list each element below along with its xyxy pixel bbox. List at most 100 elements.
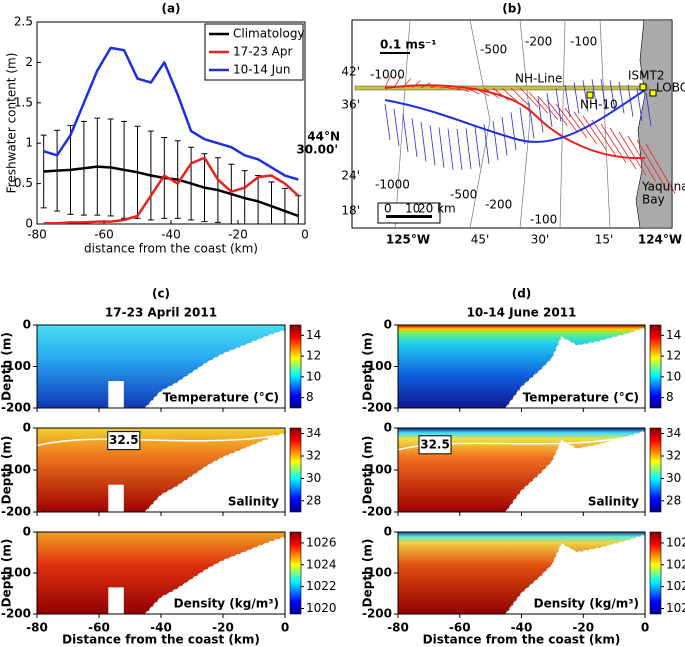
x-tick-label: -40 xyxy=(150,621,172,635)
velocity-arrow xyxy=(483,124,490,165)
colorbar-tick-label: 14 xyxy=(666,328,681,342)
x-axis-label: Distance from the coast (km) xyxy=(423,633,621,647)
place-label: Bay xyxy=(642,193,665,207)
velocity-arrow xyxy=(438,127,445,169)
velocity-arrow xyxy=(393,108,400,147)
y-tick-label: -100 xyxy=(1,566,31,580)
y-tick-label: 1 xyxy=(25,136,33,150)
velocity-arrow xyxy=(384,73,392,89)
colorbar xyxy=(289,324,302,409)
velocity-arrow xyxy=(501,87,519,103)
x-tick-label: 0 xyxy=(281,621,289,635)
mean-flow-blue xyxy=(384,89,646,143)
colorbar-tick-label: 1026 xyxy=(666,535,685,549)
velocity-arrow xyxy=(402,113,409,152)
x-tick-label: -60 xyxy=(94,228,114,242)
colorbar-tick-label: 1020 xyxy=(306,601,337,615)
velocity-arrow xyxy=(420,121,427,162)
colorbar-tick-label: 10 xyxy=(666,369,681,383)
colorbar-tick-label: 30 xyxy=(666,471,681,485)
colorbar-tick-label: 1022 xyxy=(666,579,685,593)
place-label: LOBO xyxy=(656,81,685,95)
field-label: Density (kg/m³) xyxy=(534,597,639,611)
x-tick-label: -60 xyxy=(88,621,110,635)
series-line xyxy=(43,46,299,181)
place-label: ISMT2 xyxy=(628,69,664,83)
mean-flow-red xyxy=(384,84,646,160)
y-tick-label: 1.5 xyxy=(14,95,33,109)
lat-label: 44°N xyxy=(307,130,340,144)
place-label: Yaquina xyxy=(641,180,685,194)
place-label: NH-10 xyxy=(580,98,618,112)
colorbar xyxy=(649,531,662,615)
panel-label: (d) xyxy=(512,287,532,301)
y-tick-label: -100 xyxy=(1,463,31,477)
x-tick-label: -40 xyxy=(511,621,533,635)
contour-label: -200 xyxy=(485,198,512,212)
velocity-arrow xyxy=(447,128,454,170)
contour-label: -200 xyxy=(525,35,552,49)
x-tick-label: -20 xyxy=(228,228,248,242)
colorbar-tick-label: 1020 xyxy=(666,601,685,615)
velocity-arrow xyxy=(528,102,535,139)
y-axis-label: Depth (m) xyxy=(361,332,375,401)
colorbar-tick-label: 1022 xyxy=(306,579,337,593)
seafloor-mask xyxy=(145,331,285,408)
bathymetry-contour xyxy=(469,19,491,229)
seafloor-mask xyxy=(145,538,285,614)
velocity-arrow xyxy=(510,112,517,151)
x-tick-label: -20 xyxy=(572,621,594,635)
y-tick-label: -100 xyxy=(1,359,31,373)
colorbar-tick-label: 1026 xyxy=(306,535,337,549)
lat-label: 36' xyxy=(341,98,360,112)
station xyxy=(649,89,657,97)
colorbar xyxy=(289,531,302,615)
x-axis-label: Distance from the coast (km) xyxy=(62,633,260,647)
lon-label: 15' xyxy=(595,233,614,247)
velocity-arrow xyxy=(582,80,589,112)
y-tick-label: -100 xyxy=(362,463,392,477)
y-axis-label: Depth (m) xyxy=(0,436,14,505)
velocity-arrow xyxy=(591,119,617,157)
colorbar-tick-label: 34 xyxy=(306,426,321,440)
velocity-arrow xyxy=(564,107,588,139)
x-tick-label: 0 xyxy=(301,228,309,242)
colorbar-tick-label: 28 xyxy=(306,493,321,507)
velocity-arrow xyxy=(591,79,598,111)
y-tick-label: -200 xyxy=(1,401,31,415)
velocity-arrow xyxy=(582,115,607,151)
colorbar xyxy=(649,427,662,513)
contour-label: -100 xyxy=(530,213,557,227)
contour-label-box xyxy=(107,431,141,451)
y-tick-label: 0 xyxy=(25,217,33,231)
field-label: Salinity xyxy=(228,495,279,509)
scale-label: 0.1 ms⁻¹ xyxy=(380,38,437,52)
y-tick-label: -200 xyxy=(362,401,392,415)
contour-label: -500 xyxy=(450,188,477,202)
y-axis-label: Depth (m) xyxy=(0,332,14,401)
velocity-arrow xyxy=(618,131,647,176)
y-axis-label: Depth (m) xyxy=(0,539,14,608)
velocity-arrow xyxy=(411,118,418,157)
colorbar-tick-label: 12 xyxy=(666,349,681,363)
velocity-arrow xyxy=(510,87,529,106)
scale-bar-label: 10 xyxy=(405,202,420,216)
contour-label: -100 xyxy=(570,35,597,49)
colorbar-tick-label: 1024 xyxy=(666,557,685,571)
panel-label: (b) xyxy=(502,2,522,16)
velocity-arrow xyxy=(546,92,553,127)
contour-label-box xyxy=(418,435,452,455)
y-tick-label: 0 xyxy=(23,421,31,435)
seafloor-line xyxy=(144,433,285,513)
velocity-arrow xyxy=(555,103,578,133)
data-gap xyxy=(108,587,124,614)
colorbar-tick-label: 12 xyxy=(306,349,321,363)
y-tick-label: 2 xyxy=(25,55,33,69)
y-tick-label: -200 xyxy=(1,505,31,519)
velocity-arrow xyxy=(609,79,616,112)
y-tick-label: 0.5 xyxy=(14,176,33,190)
colorbar-tick-label: 34 xyxy=(666,426,681,440)
y-tick-label: 0 xyxy=(23,318,31,332)
field-label: Density (kg/m³) xyxy=(174,597,279,611)
x-tick-label: 0 xyxy=(641,621,649,635)
